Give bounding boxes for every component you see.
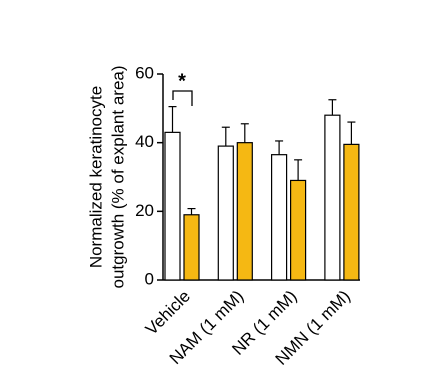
- significance-mark: *: [178, 70, 186, 92]
- y-tick-label: 0: [145, 269, 154, 288]
- y-tick-label: 60: [135, 63, 154, 82]
- bar: [324, 114, 341, 281]
- significance-bracket: [172, 90, 193, 106]
- bar: [217, 145, 234, 281]
- y-axis-label: Normalized keratinocyte: [86, 86, 105, 268]
- x-tick-label: Vehicle: [142, 287, 194, 339]
- y-tick-label: 40: [135, 132, 154, 151]
- bar: [343, 143, 360, 281]
- y-tick-label: 20: [135, 201, 154, 220]
- bar: [164, 131, 181, 281]
- bar: [271, 154, 288, 281]
- y-axis-label: outgrowth (% of explant area): [108, 65, 127, 288]
- bar: [290, 179, 307, 281]
- bar: [183, 214, 200, 281]
- bar: [236, 142, 253, 281]
